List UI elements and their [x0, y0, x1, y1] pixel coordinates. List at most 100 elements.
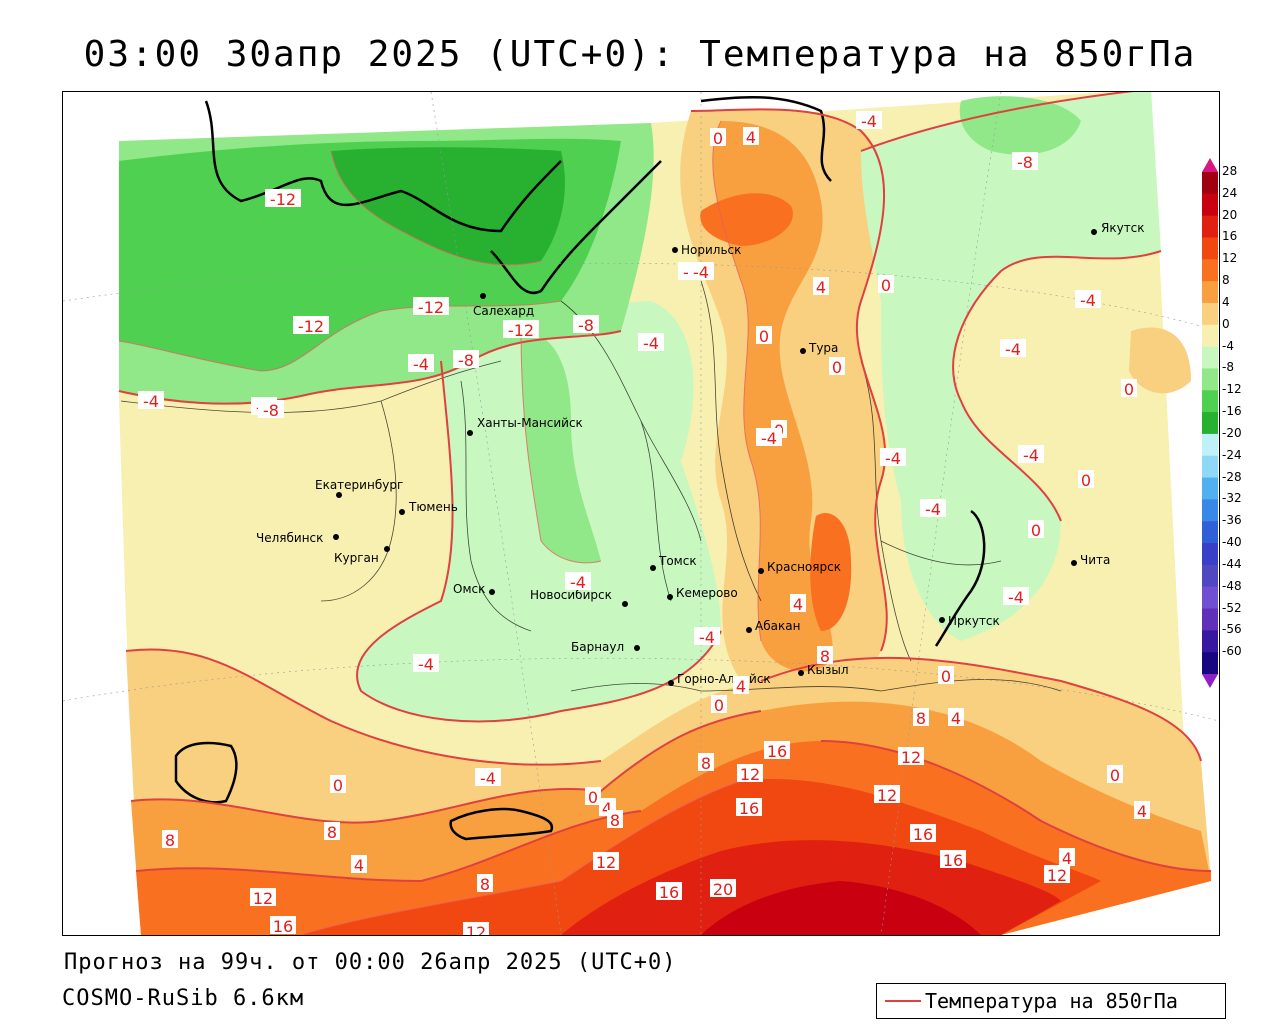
field-warm-spot-krasnoyarsk [810, 513, 852, 631]
svg-text:0: 0 [714, 696, 724, 715]
isotherm-value-label: -12 [413, 297, 449, 317]
svg-text:0: 0 [832, 358, 842, 377]
svg-text:12: 12 [466, 923, 486, 935]
colorbar-swatch [1202, 302, 1218, 326]
colorbar-tick-label: -52 [1222, 600, 1242, 615]
isotherm-value-label: -12 [293, 316, 329, 336]
city-krasnoyarsk[interactable]: Красноярск [758, 560, 841, 574]
svg-text:8: 8 [916, 709, 926, 728]
isotherm-value-label: 4 [1134, 801, 1150, 821]
colorbar-tick-label: -44 [1222, 556, 1242, 571]
svg-text:12: 12 [596, 853, 616, 872]
city-kemerovo[interactable]: Кемерово [667, 586, 738, 600]
isotherm-value-label: 12 [593, 852, 619, 872]
city-tura[interactable]: Тура [800, 341, 838, 355]
colorbar-swatch [1202, 608, 1218, 631]
svg-text:0: 0 [713, 129, 723, 148]
isotherm-value-label: 16 [656, 882, 682, 902]
isotherm-value-label: 8 [817, 646, 833, 666]
city-omsk[interactable]: Омск [453, 582, 495, 596]
isotherm-value-label: -4 [920, 499, 946, 519]
svg-text:16: 16 [739, 799, 759, 818]
colorbar-swatch [1202, 630, 1218, 653]
city-novosibirsk[interactable]: Новосибирск [530, 588, 628, 607]
city-khanty-mansiysk[interactable]: Ханты-Мансийск [467, 416, 583, 436]
isotherm-value-label: 0 [330, 775, 346, 795]
svg-text:4: 4 [1137, 802, 1147, 821]
svg-text:Красноярск: Красноярск [767, 560, 841, 574]
isotherm-value-label: 8 [913, 708, 929, 728]
city-markers: Норильск Якутск Салехард Тура Ханты-Манс… [256, 221, 1145, 686]
svg-text:8: 8 [480, 875, 490, 894]
isotherm-value-label: 4 [743, 127, 759, 147]
colorbar-tick-label: -16 [1222, 404, 1242, 419]
city-tyumen[interactable]: Тюмень [399, 500, 458, 515]
svg-text:20: 20 [713, 880, 733, 899]
isotherm-value-label: -4 [138, 391, 164, 411]
svg-text:0: 0 [941, 667, 951, 686]
svg-text:-12: -12 [418, 298, 444, 317]
svg-text:12: 12 [740, 765, 760, 784]
city-salekhard[interactable]: Салехард [473, 293, 534, 318]
isotherm-value-label: 12 [874, 785, 900, 805]
city-irkutsk[interactable]: Иркутск [939, 614, 1000, 628]
svg-text:-4: -4 [570, 573, 586, 592]
city-chita[interactable]: Чита [1071, 553, 1110, 567]
field-cold-northeast-spot [959, 96, 1081, 155]
isotherm-value-label: -4 [1000, 339, 1026, 359]
isotherm-value-label: 8 [162, 830, 178, 850]
colorbar-swatch [1202, 499, 1218, 522]
isotherm-value-label: -4 [694, 627, 720, 647]
isotherm-value-label: 12 [463, 922, 489, 935]
city-kyzyl[interactable]: Кызыл [798, 663, 849, 677]
isotherm-value-label: -4 [565, 572, 591, 592]
field-zone-20plus [701, 881, 981, 935]
isotherm-value-label: -8 [573, 315, 599, 335]
colorbar-swatch [1202, 368, 1218, 391]
svg-text:-4: -4 [861, 112, 877, 131]
isotherm-value-label: 16 [764, 741, 790, 761]
temperature-map[interactable]: Норильск Якутск Салехард Тура Ханты-Манс… [62, 91, 1220, 936]
svg-text:4: 4 [746, 128, 756, 147]
svg-text:Якутск: Якутск [1101, 221, 1145, 235]
svg-text:Иркутск: Иркутск [948, 614, 1000, 628]
svg-text:12: 12 [877, 786, 897, 805]
svg-text:16: 16 [943, 851, 963, 870]
svg-text:-4: -4 [143, 392, 159, 411]
svg-text:8: 8 [701, 754, 711, 773]
isotherm-value-label: -4 [856, 111, 882, 131]
city-yekaterinburg[interactable]: Екатеринбург [315, 478, 403, 498]
svg-text:-8: -8 [1017, 153, 1033, 172]
legend-line-swatch [885, 1000, 921, 1002]
svg-text:Кызыл: Кызыл [807, 663, 849, 677]
colorbar-swatch [1202, 652, 1218, 675]
colorbar-swatch [1202, 477, 1218, 500]
field-warm-tongue-core [712, 121, 833, 672]
field-cold-ob [521, 331, 601, 563]
isotherm-lines-thin [118, 120, 762, 935]
colorbar-tick-label: 24 [1222, 185, 1238, 200]
svg-text:16: 16 [273, 917, 293, 935]
isotherm-value-label: 4 [733, 676, 749, 696]
isotherm-value-label: -4 [413, 654, 439, 674]
city-norilsk[interactable]: Норильск [672, 243, 741, 257]
model-info: COSMO-RuSib 6.6км [62, 986, 305, 1011]
svg-text:0: 0 [1081, 471, 1091, 490]
isotherm-value-label: 0 [710, 128, 726, 148]
svg-text:-4: -4 [643, 334, 659, 353]
city-kurgan[interactable]: Курган [334, 546, 390, 565]
isotherm-value-label: 4 [1059, 848, 1075, 868]
city-abakan[interactable]: Абакан [746, 619, 800, 633]
svg-text:Новосибирск: Новосибирск [530, 588, 612, 602]
city-yakutsk[interactable]: Якутск [1091, 221, 1145, 235]
svg-text:4: 4 [602, 799, 612, 818]
isotherm-value-label: 0 [1107, 765, 1123, 785]
city-tomsk[interactable]: Томск [650, 554, 697, 571]
svg-text:Томск: Томск [658, 554, 697, 568]
city-gorno-altaysk[interactable]: Горно-Алтайск [668, 672, 771, 686]
svg-text:-4: -4 [1005, 340, 1021, 359]
isotherm-value-label: -8 [258, 400, 284, 420]
colorbar-tick-label: -36 [1222, 513, 1242, 528]
city-barnaul[interactable]: Барнаул [571, 640, 640, 654]
city-chelyabinsk[interactable]: Челябинск [256, 531, 339, 545]
